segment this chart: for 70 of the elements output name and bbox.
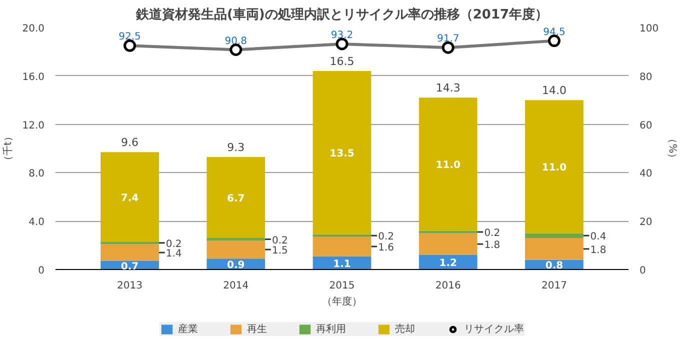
x-tick-label: 2013	[117, 280, 143, 292]
total-label: 14.3	[436, 82, 460, 95]
data-label: 1.1	[333, 258, 351, 270]
data-label: 11.0	[436, 160, 460, 172]
total-label: 9.3	[227, 140, 245, 154]
total-label: 16.5	[330, 55, 354, 68]
data-label: 0.8	[545, 260, 564, 272]
y2-tick-label: 100	[640, 24, 659, 34]
data-label: 0.2	[272, 235, 288, 246]
y2-axis-title: （%）	[666, 134, 678, 164]
data-label: 11.0	[542, 162, 567, 174]
y-tick-label: 20.0	[22, 24, 44, 34]
data-label: 7.4	[120, 192, 139, 204]
y2-tick-label: 60	[640, 120, 652, 132]
data-label: 1.8	[590, 244, 606, 256]
data-label: 93.2	[330, 30, 354, 41]
bar	[525, 238, 584, 260]
y2-tick-label: 40	[640, 168, 652, 180]
data-label: 94.5	[543, 26, 566, 38]
bar	[418, 98, 478, 231]
data-label: 1.4	[166, 248, 182, 260]
legend-label: 売却	[395, 322, 415, 336]
y-axis-title: （千t）	[2, 132, 14, 166]
total-label: 14.0	[542, 84, 566, 98]
data-label: 0.2	[166, 238, 182, 250]
bar	[312, 236, 372, 256]
y-tick-label: 0	[38, 266, 45, 276]
bar	[206, 240, 266, 259]
y2-tick-label: 20	[640, 217, 652, 228]
bar	[312, 234, 372, 237]
total-label: 9.6	[121, 136, 139, 150]
bar	[418, 233, 478, 255]
y-tick-label: 8.0	[28, 168, 45, 180]
bar	[312, 71, 372, 234]
bar	[525, 233, 584, 238]
data-label: 0.2	[378, 232, 394, 243]
data-label: 92.5	[118, 32, 141, 43]
data-label: 13.5	[330, 148, 354, 160]
y2-tick-label: 0	[640, 266, 646, 276]
bar	[312, 256, 372, 270]
y-tick-label: 4.0	[28, 217, 45, 228]
data-label: 0.4	[590, 232, 606, 243]
data-label: 1.2	[439, 258, 458, 270]
y2-tick-label: 80	[640, 72, 652, 83]
y-tick-label: 12.0	[22, 120, 44, 132]
data-label: 90.8	[224, 36, 248, 47]
data-label: 1.5	[272, 246, 288, 257]
bar	[418, 254, 478, 270]
data-label: 0.9	[227, 260, 245, 272]
data-label: 6.7	[227, 194, 245, 205]
legend-label: 産業	[178, 322, 198, 336]
bar	[525, 100, 584, 234]
data-label: 91.7	[436, 34, 460, 45]
legend-label: 再生	[247, 322, 267, 336]
chart-title: 鉄道資材発生品(車両)の処理内訳とリサイクル率の推移（2017年度）	[134, 6, 548, 22]
bar	[206, 156, 266, 238]
bar	[100, 242, 159, 244]
bar	[100, 244, 159, 262]
data-label: 1.8	[484, 240, 500, 252]
data-label: 0.2	[484, 228, 500, 239]
x-tick-label: 2016	[435, 280, 461, 292]
legend-label: 再利用	[316, 322, 346, 336]
legend-label: リサイクル率	[464, 322, 524, 336]
data-label: 1.6	[378, 242, 394, 254]
y-tick-label: 16.0	[22, 72, 44, 83]
x-tick-label: 2014	[223, 280, 249, 292]
bar	[100, 152, 159, 242]
x-axis-title: （年度）	[322, 296, 362, 308]
x-tick-label: 2015	[329, 280, 355, 292]
x-tick-label: 2017	[542, 280, 567, 292]
